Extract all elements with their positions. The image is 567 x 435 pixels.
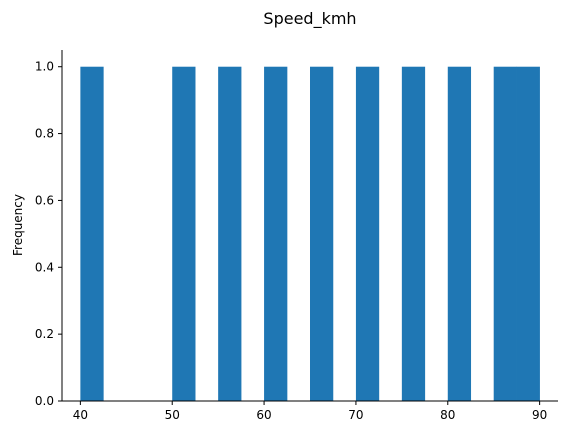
bar-0 (80, 66, 104, 401)
x-tick-label-3: 70 (348, 408, 363, 422)
bar-5 (355, 66, 380, 401)
y-tick-label-2: 0.4 (35, 260, 54, 274)
y-tick-label-0: 0.0 (35, 394, 54, 408)
bar-9 (516, 66, 540, 401)
bars-group (80, 66, 540, 401)
x-tick-label-1: 50 (165, 408, 180, 422)
y-tick-label-4: 0.8 (35, 127, 54, 141)
chart-title: Speed_kmh (263, 9, 356, 29)
x-ticks-group: 40 50 60 70 80 90 (73, 401, 547, 422)
y-tick-label-3: 0.6 (35, 193, 54, 207)
bar-4 (310, 66, 334, 401)
x-tick-label-2: 60 (256, 408, 271, 422)
bar-1 (172, 66, 196, 401)
bar-2 (218, 66, 242, 401)
y-tick-label-1: 0.2 (35, 327, 54, 341)
x-tick-label-0: 40 (73, 408, 88, 422)
y-axis-label: Frequency (11, 194, 25, 256)
y-ticks-group: 0.0 0.2 0.4 0.6 0.8 1.0 (35, 60, 62, 408)
y-tick-label-5: 1.0 (35, 60, 54, 74)
bar-8 (493, 66, 517, 401)
x-tick-label-5: 90 (532, 408, 547, 422)
x-tick-label-4: 80 (440, 408, 455, 422)
bar-3 (264, 66, 288, 401)
bar-6 (401, 66, 426, 401)
bar-7 (447, 66, 472, 401)
